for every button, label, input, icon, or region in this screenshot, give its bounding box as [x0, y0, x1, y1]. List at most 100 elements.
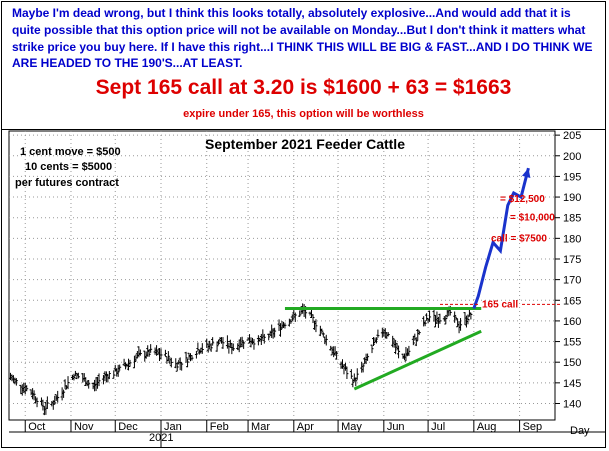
price-bar [252, 339, 256, 350]
commentary-text: Maybe I'm dead wrong, but I think this l… [12, 6, 593, 71]
price-bar [335, 351, 339, 360]
price-bar [371, 337, 375, 346]
x-tick-label: Jun [387, 421, 405, 433]
price-bar [411, 335, 415, 346]
price-bar [267, 333, 271, 341]
price-bar [97, 373, 101, 387]
price-bar [361, 363, 365, 373]
y-tick-label: 160 [563, 316, 581, 328]
price-bar [169, 357, 173, 368]
price-bar [370, 344, 374, 354]
price-bar [76, 372, 80, 379]
price-bars [8, 303, 473, 416]
price-bar [407, 345, 411, 356]
x-tick-label: Oct [28, 421, 45, 433]
option-price-headline: Sept 165 call at 3.20 is $1600 + 63 = $1… [95, 76, 512, 99]
y-tick-label: 205 [563, 130, 581, 142]
projected-move [472, 167, 530, 310]
x-tick-label: Jul [431, 421, 445, 433]
y-tick-label: 145 [563, 378, 581, 390]
price-bar [116, 364, 120, 377]
price-bar [66, 376, 70, 390]
price-bar [417, 330, 421, 335]
price-bar [283, 322, 287, 329]
contract-note-3: per futures contract [15, 177, 119, 189]
price-bar [209, 343, 213, 352]
payoff-annotation: = $10,000 [510, 213, 555, 224]
price-bar [366, 353, 370, 361]
support-line [353, 329, 482, 391]
price-bar [231, 343, 235, 351]
y-tick-label: 175 [563, 254, 581, 266]
price-bar [273, 327, 277, 338]
price-bar [45, 396, 49, 409]
price-bar [374, 337, 378, 344]
price-bar [62, 389, 66, 398]
price-bar [397, 345, 401, 359]
y-tick-label: 140 [563, 398, 581, 410]
price-bar [349, 369, 353, 379]
price-bar [279, 323, 283, 337]
x-tick-label: May [341, 421, 362, 433]
price-bar [217, 339, 221, 345]
price-bar [138, 349, 142, 356]
payoff-annotation: = $12,500 [500, 194, 545, 205]
price-bar [180, 361, 184, 371]
chart-labels: 140 145 150 155 160 165 170 175 180 185 190 195 200 2… [28, 130, 581, 433]
price-bar [321, 332, 325, 337]
price-bar [311, 314, 315, 324]
price-bar [423, 320, 427, 327]
price-bar [175, 362, 179, 372]
price-bar [35, 397, 39, 408]
contract-note-1: 1 cent move = $500 [20, 146, 121, 158]
price-bar [14, 378, 18, 386]
price-bar [32, 390, 36, 401]
price-bar [194, 350, 198, 359]
price-bar [147, 349, 151, 357]
payoff-annotation: 165 call [482, 299, 518, 310]
price-bar [293, 312, 297, 322]
price-bar [107, 370, 111, 380]
price-bar [112, 370, 116, 379]
price-bar [376, 329, 380, 338]
price-bar [128, 359, 132, 368]
price-bar [444, 314, 448, 325]
price-bar [149, 344, 153, 353]
price-bar [355, 368, 359, 380]
x-tick-label: Dec [118, 421, 138, 433]
y-tick-label: 190 [563, 192, 581, 204]
price-bar [166, 351, 170, 362]
price-bar [259, 333, 263, 345]
y-tick-label: 170 [563, 275, 581, 287]
price-bar [25, 385, 29, 392]
x-tick-label: Jan [164, 421, 182, 433]
price-bar [459, 318, 463, 331]
price-bar [132, 355, 136, 369]
price-bar [72, 373, 76, 381]
price-bar [345, 366, 349, 379]
x-tick-label: Aug [477, 421, 497, 433]
price-bar [211, 337, 215, 346]
price-bar [242, 341, 246, 349]
x-tick-label: Feb [210, 421, 229, 433]
plot-area [8, 130, 556, 421]
x-tick-label: Apr [297, 421, 314, 433]
year-label: 2021 [149, 432, 173, 444]
price-bar [87, 380, 91, 389]
price-bar [454, 316, 458, 321]
y-tick-label: 200 [563, 151, 581, 163]
contract-note-2: 10 cents = $5000 [25, 161, 112, 173]
x-tick-label: Nov [74, 421, 94, 433]
payoff-annotation: call = $7500 [491, 233, 547, 244]
price-bar [190, 355, 194, 361]
price-bar [469, 312, 473, 320]
y-tick-label: 150 [563, 357, 581, 369]
projection-arrowhead [521, 168, 531, 178]
price-bar [320, 328, 324, 334]
price-bar [118, 364, 122, 371]
price-bar [53, 395, 57, 405]
price-bar [262, 333, 266, 344]
commentary-panel: Maybe I'm dead wrong, but I think this l… [2, 2, 605, 130]
